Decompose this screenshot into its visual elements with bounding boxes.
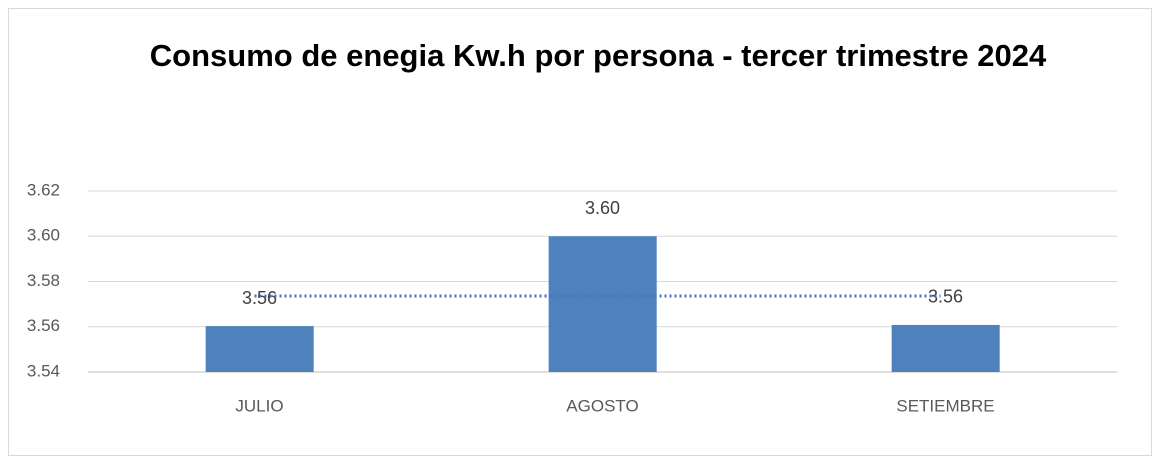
y-tick-label: 3.60 [27,226,60,245]
x-tick-label: SETIEMBRE [896,396,994,415]
data-label: 3.56 [928,287,963,307]
bar [205,326,314,372]
y-tick-label: 3.62 [27,180,60,199]
y-tick-label: 3.56 [27,316,60,335]
y-tick-label: 3.58 [27,271,60,290]
x-tick-label: JULIO [235,396,283,415]
chart-frame [8,8,1152,456]
y-tick-label: 3.54 [27,361,60,380]
data-label: 3.56 [242,288,277,308]
x-tick-label: AGOSTO [566,396,638,415]
bar [548,236,657,372]
data-label: 3.60 [585,198,620,218]
bar [891,324,1000,372]
chart-title: Consumo de enegia Kw.h por persona - ter… [149,38,1047,73]
